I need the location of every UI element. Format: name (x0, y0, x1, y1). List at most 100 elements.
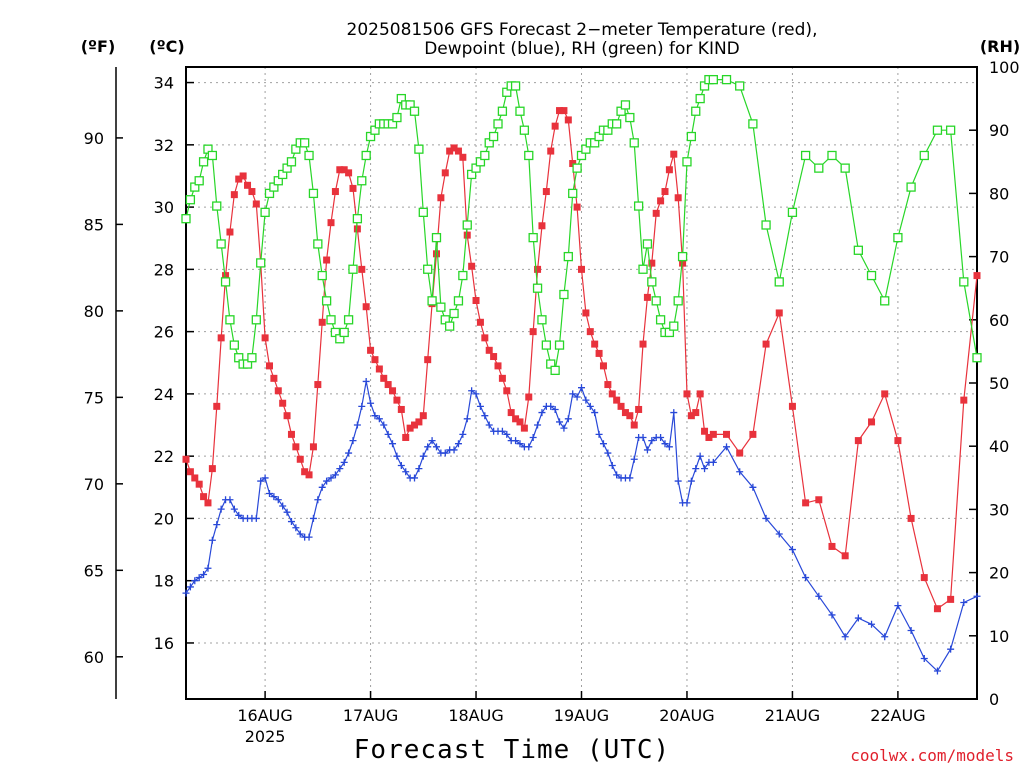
rh-point (669, 321, 679, 331)
dewpoint-point (973, 592, 981, 600)
rh-point (695, 93, 705, 104)
rh-point (708, 74, 718, 85)
dewpoint-point (626, 474, 634, 482)
rh-tick-label: 60 (989, 311, 1009, 330)
rh-point (800, 150, 811, 161)
dewpoint-point (331, 471, 339, 479)
rh-point (418, 207, 428, 218)
rh-point (677, 251, 688, 262)
dewpoint-point (749, 483, 757, 491)
temperature-point (274, 387, 282, 395)
rh-point (568, 188, 578, 199)
temperature-point (705, 433, 713, 441)
rh-point (497, 106, 508, 116)
dewpoint-point (459, 430, 467, 438)
series-layer (181, 74, 982, 675)
x-tick-label: 16AUG (237, 706, 292, 725)
temperature-point (670, 150, 678, 158)
temperature-point (560, 107, 568, 115)
fahrenheit-tick-label: 65 (84, 561, 104, 580)
rh-point (633, 201, 644, 211)
temperature-point (542, 188, 550, 196)
temperature-point (230, 191, 238, 199)
temperature-point (296, 455, 304, 463)
dewpoint-point (692, 465, 700, 473)
temperature-point (349, 184, 357, 192)
rh-point (286, 157, 297, 167)
temperature-point (498, 374, 506, 382)
temperature-point (182, 455, 190, 463)
temperature-point (411, 421, 419, 429)
temperature-point (419, 412, 427, 420)
x-axis-label: Forecast Time (UTC) (354, 735, 670, 765)
dewpoint-point (604, 449, 612, 457)
temperature-point (520, 424, 528, 432)
dewpoint-point (736, 468, 744, 476)
temperature-point (239, 172, 247, 180)
rh-point (216, 239, 226, 249)
dewpoint-point (397, 462, 405, 470)
dewpoint-point (283, 508, 291, 516)
temperature-point (446, 147, 454, 155)
dewpoint-point (709, 458, 717, 466)
dewpoint-point (323, 477, 331, 485)
celsius-tick-label: 34 (154, 74, 174, 93)
rh-point (317, 270, 327, 281)
temperature-point (665, 166, 673, 174)
temperature-point (525, 393, 533, 401)
temperature-point (534, 265, 542, 273)
temperature-point (494, 362, 502, 370)
temperature-point (248, 188, 256, 196)
temperature-point (516, 418, 524, 426)
celsius-tick-label: 20 (154, 509, 174, 528)
rh-point (559, 289, 569, 300)
temperature-point (222, 272, 230, 280)
dewpoint-point (498, 427, 506, 435)
dewpoint-point (868, 620, 876, 628)
rh-point (554, 340, 565, 350)
temperature-point (815, 496, 823, 504)
dewpoint-point (586, 402, 594, 410)
temperature-point (204, 499, 212, 507)
dewpoint-point (683, 499, 691, 507)
dewpoint-point (534, 421, 542, 429)
temperature-point (512, 415, 520, 423)
dewpoint-point (182, 589, 190, 597)
dewpoint-point (217, 505, 225, 513)
dewpoint-point (349, 437, 357, 445)
temperature-point (960, 396, 968, 404)
rh-point (436, 302, 446, 312)
dewpoint-point (292, 524, 300, 532)
rh-point (563, 251, 573, 262)
temperature-point (626, 412, 634, 420)
rh-point (339, 327, 349, 338)
rh-point (774, 277, 784, 287)
rh-series (181, 74, 982, 376)
rh-unit-label: (RH) (980, 37, 1020, 56)
temperature-point (208, 465, 216, 473)
temperature-point (397, 405, 405, 413)
dewpoint-point (305, 533, 313, 541)
rh-point (840, 163, 850, 173)
rh-point (313, 239, 323, 249)
temperature-point (384, 381, 392, 389)
dewpoint-point (591, 409, 599, 417)
temperature-point (907, 514, 915, 522)
credit-text[interactable]: coolwx.com/models (850, 746, 1014, 765)
fahrenheit-tick-label: 85 (84, 215, 104, 234)
dewpoint-point (674, 477, 682, 485)
dewpoint-point (468, 387, 476, 395)
rh-point (212, 201, 222, 211)
fahrenheit-tick-label: 70 (84, 475, 104, 494)
temperature-point (679, 259, 687, 267)
dewpoint-point (191, 577, 199, 585)
rh-point (458, 270, 468, 281)
temperature-point (604, 381, 612, 389)
chart-title-line-2: Dewpoint (blue), RH (green) for KIND (424, 39, 740, 59)
temperature-point (621, 409, 629, 417)
dewpoint-point (208, 536, 216, 544)
x-tick-label: 18AUG (448, 706, 503, 725)
dewpoint-point (327, 474, 335, 482)
dewpoint-point (428, 437, 436, 445)
rh-point (392, 112, 402, 123)
